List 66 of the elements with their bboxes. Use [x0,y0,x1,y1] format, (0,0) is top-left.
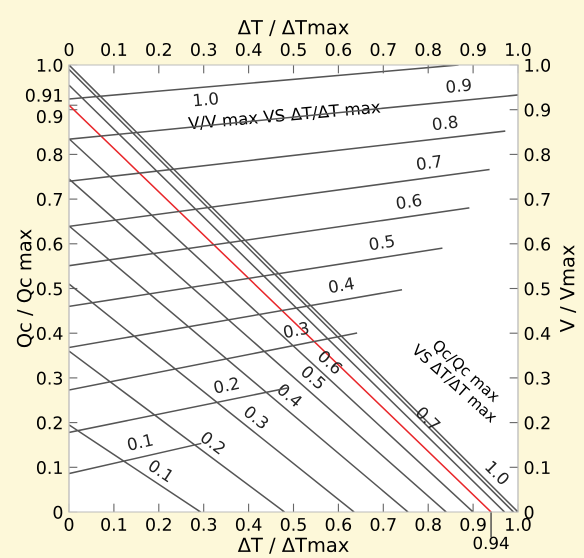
y-tick-label: 0.3 [36,372,62,385]
text: 0.7 [415,406,442,432]
x2-tick-label: 0.6 [326,42,352,56]
text: 1.0 [484,460,510,486]
y-tick-label: 0.8 [36,148,62,162]
y2-tick-label: 0.8 [524,148,550,162]
y2-tick-label: 0.5 [524,282,550,296]
x-axis-title: ΔT / ΔTmax [238,538,349,554]
x-tick-label: 0.6 [326,518,352,531]
text: 0.8 [432,115,458,130]
y-tick-label: 0.6 [36,238,62,251]
x-tick-label: 0.3 [191,518,216,531]
x-tick-label: 0.9 [460,518,486,531]
text: 0.1 [126,433,153,451]
y-axis-title: Qc / Qc max [16,229,34,348]
x2-tick-label: 0.7 [370,42,396,56]
x2-tick-label: 0.9 [460,42,486,56]
annotation: 0.94 [474,536,509,550]
x2-axis-title: ΔT / ΔTmax [238,20,349,36]
series-label: 1.0 [194,92,218,106]
y-tick-label: 0.2 [36,416,62,430]
x-tick-label: 1.0 [506,518,531,531]
y-tick-label: 0.7 [36,192,62,206]
x2-tick-label: 0.3 [191,42,216,56]
x2-tick-label: 0 [64,42,74,56]
y-tick-label: 0.5 [36,282,62,296]
y-tick-label: 0.4 [36,326,62,340]
y2-tick-label: 0.7 [524,192,550,206]
text: 0.9 [446,78,472,94]
text: 0.4 [276,382,304,408]
x2-tick-label: 0.2 [146,42,171,56]
x-tick-label: 0.8 [416,518,441,531]
x-tick-label: 0 [64,518,74,531]
y2-tick-label: 0.1 [524,461,550,474]
y-tick-label: 0.91 [26,88,62,102]
text: 0.6 [396,193,422,210]
x2-tick-label: 0.8 [416,42,441,56]
x2-tick-label: 1.0 [506,42,531,56]
y2-axis-title: V / Vmax [560,245,576,332]
y2-tick-label: 0.3 [524,372,550,385]
y2-tick-label: 0.9 [524,103,550,117]
y2-tick-label: 0 [524,506,534,519]
text: 0.1 [147,458,174,482]
x2-tick-label: 0.1 [101,42,126,56]
text: 0.3 [242,404,270,430]
y2-tick-label: 0.4 [524,326,550,340]
y-tick-label: 0 [54,506,62,519]
x-tick-label: 0.5 [280,518,306,531]
x-tick-label: 0.1 [101,518,126,531]
y-tick-label: 0.1 [36,461,62,474]
text: 0.4 [328,276,354,294]
x-tick-label: 0.7 [370,518,396,531]
y2-tick-label: 1.0 [525,58,550,72]
y2-tick-label: 0.2 [524,416,550,430]
text: 0.2 [200,430,226,455]
text: 0.7 [416,154,442,170]
text: 0.5 [368,234,394,250]
text: 0.2 [213,376,240,394]
x2-tick-label: 0.5 [280,42,306,56]
text: 0.3 [283,321,310,338]
y2-tick-label: 0.6 [524,238,550,251]
x-tick-label: 0.4 [236,518,262,531]
y-tick-label: 0.9 [36,110,62,124]
y-tick-label: 1.0 [38,58,62,72]
x-tick-label: 0.2 [146,518,171,531]
x2-tick-label: 0.4 [236,42,262,56]
